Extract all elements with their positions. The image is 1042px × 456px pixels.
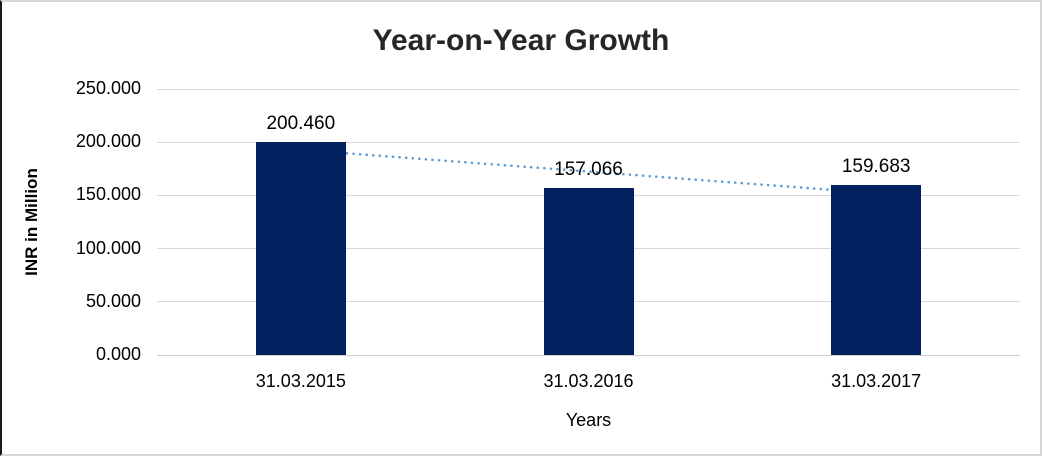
y-tick-label: 0.000 [95, 344, 141, 364]
y-tick-label: 50.000 [85, 290, 141, 311]
y-tick-label: 250.000 [75, 78, 141, 98]
y-axis-title: INR in Million [22, 168, 41, 276]
gridline [157, 141, 1020, 143]
x-tick-label: 31.03.2015 [255, 371, 346, 391]
x-tick-label: 31.03.2017 [831, 371, 922, 391]
gridline [157, 88, 1020, 90]
chart-title: Year-on-Year Growth [372, 24, 670, 57]
bar-31.03.2016 [543, 187, 634, 355]
bar-31.03.2015 [255, 141, 346, 355]
x-tick-label: 31.03.2016 [543, 371, 634, 391]
x-axis-title: Years [565, 410, 612, 430]
y-tick-label: 200.000 [75, 131, 141, 152]
y-tick-label: 100.000 [75, 237, 141, 258]
bar-value-label: 157.066 [554, 158, 623, 180]
y-tick-label: 150.000 [75, 184, 141, 205]
bar-value-label: 159.683 [841, 156, 911, 178]
bar-31.03.2017 [831, 185, 922, 355]
gridline [157, 354, 1020, 356]
bar-value-label: 200.460 [266, 112, 336, 134]
